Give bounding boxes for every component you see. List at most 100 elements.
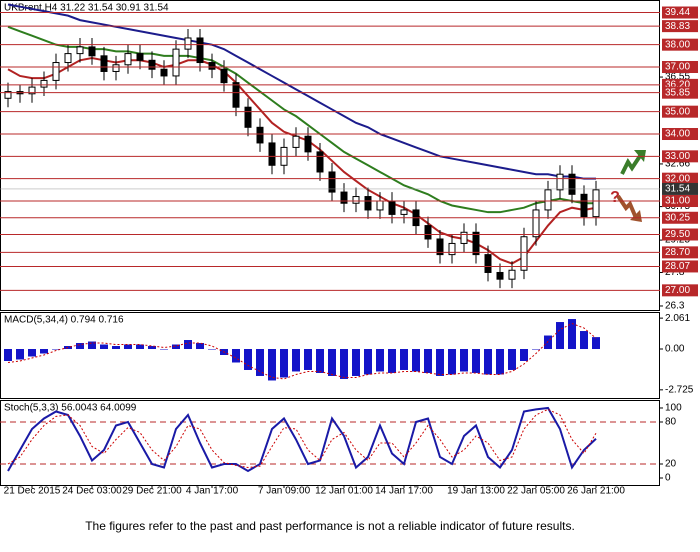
candle-body <box>100 55 108 72</box>
bar <box>376 349 384 372</box>
bar <box>424 349 432 373</box>
candle-body <box>184 37 192 50</box>
candle-body <box>88 46 96 57</box>
candle-body <box>136 53 144 61</box>
level-label: 36.20 <box>665 80 690 91</box>
candle-body <box>244 106 252 128</box>
main-frame <box>0 0 660 311</box>
y-tick-label: 26.3 <box>665 301 685 312</box>
annotation: ? <box>610 189 620 206</box>
level-label: 30.25 <box>665 212 690 223</box>
level-label-box <box>662 211 698 224</box>
candle-body <box>352 196 360 204</box>
level-label: 31.00 <box>665 196 690 207</box>
bar <box>316 349 324 373</box>
y-tick-label: 0 <box>665 473 671 484</box>
bar <box>460 349 468 372</box>
candle-body <box>256 126 264 144</box>
bar <box>556 322 564 350</box>
y-tick-label: 100 <box>665 403 682 414</box>
candle-body <box>328 171 336 193</box>
candle-body <box>4 91 12 99</box>
line <box>7 322 597 380</box>
bar <box>580 331 588 350</box>
candle-body <box>148 59 156 70</box>
macd-title: MACD(5,34,4) 0.794 0.716 <box>4 315 124 326</box>
bar <box>484 349 492 375</box>
bar <box>136 344 144 350</box>
bar <box>592 337 600 350</box>
line <box>7 25 596 214</box>
y-tick-label: 36.55 <box>665 72 690 83</box>
y-tick-label: 80 <box>665 417 677 428</box>
up-arrow-line <box>620 154 642 175</box>
y-tick-label: 27.8 <box>665 267 685 278</box>
x-tick-label: 29 Dec 21:00 <box>122 486 182 497</box>
candle-body <box>424 225 432 240</box>
bar <box>340 349 348 379</box>
candle-body <box>484 254 492 273</box>
level-label-box <box>662 86 698 99</box>
candle-body <box>364 196 372 211</box>
level-label: 29.50 <box>665 229 690 240</box>
bar <box>400 349 408 370</box>
bar <box>544 335 552 350</box>
candle-body <box>40 79 48 88</box>
bar <box>244 349 252 370</box>
bar <box>520 349 528 361</box>
y-tick-label: 0.00 <box>665 344 685 355</box>
candle-body <box>28 86 36 95</box>
level-label: 35.00 <box>665 106 690 117</box>
level-label-box <box>662 105 698 118</box>
candle-body <box>400 209 408 215</box>
candle-body <box>64 53 72 64</box>
x-tick-label: 12 Jan 01:00 <box>315 486 373 497</box>
bar <box>64 346 72 350</box>
x-tick-label: 26 Jan 21:00 <box>567 486 625 497</box>
candle-body <box>268 142 276 166</box>
candle-body <box>436 238 444 256</box>
candle-body <box>292 135 300 148</box>
y-tick-label: -2.725 <box>665 384 694 395</box>
x-tick-label: 19 Jan 13:00 <box>447 486 505 497</box>
panels <box>0 0 660 486</box>
bar <box>472 349 480 373</box>
candle-body <box>496 271 504 280</box>
stoch-title: Stoch(5,3,3) 56.0043 64.0099 <box>4 403 137 414</box>
y-tick-label: 2.061 <box>665 313 690 324</box>
down-arrow <box>616 194 642 222</box>
candle-body <box>508 269 516 280</box>
bar <box>280 349 288 378</box>
level-label-box <box>662 195 698 208</box>
level-label-box <box>662 20 698 33</box>
candle-body <box>160 68 168 77</box>
bar <box>352 349 360 376</box>
bar <box>88 341 96 350</box>
candle-body <box>208 62 216 70</box>
x-tick-label: 24 Dec 03:00 <box>62 486 122 497</box>
bar <box>40 349 48 354</box>
candle-body <box>580 193 588 218</box>
level-label-box <box>662 284 698 297</box>
last-price-label: 31.54 <box>665 184 690 195</box>
candle-body <box>532 209 540 238</box>
bar <box>148 346 156 350</box>
candle-body <box>232 82 240 108</box>
bar <box>100 344 108 350</box>
x-tick-label: 4 Jan 17:00 <box>186 486 239 497</box>
bar <box>496 349 504 375</box>
candle-body <box>220 68 228 84</box>
x-tick-label: 22 Jan 05:00 <box>507 486 565 497</box>
bar <box>304 349 312 370</box>
bar <box>508 349 516 370</box>
bar <box>448 349 456 375</box>
candle-body <box>124 53 132 66</box>
candle-body <box>340 191 348 204</box>
level-label-box <box>662 61 698 74</box>
bar <box>292 349 300 372</box>
level-label: 35.85 <box>665 87 690 98</box>
candle-body <box>460 231 468 244</box>
bar <box>412 349 420 372</box>
